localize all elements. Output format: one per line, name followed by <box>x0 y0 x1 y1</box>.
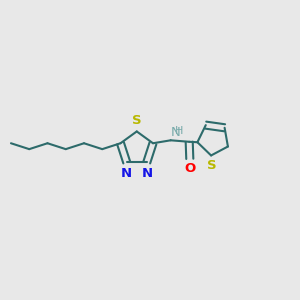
Text: S: S <box>208 159 217 172</box>
Text: N: N <box>120 167 131 180</box>
Text: N: N <box>171 126 181 140</box>
Text: S: S <box>132 114 142 127</box>
Text: H: H <box>175 126 183 136</box>
Text: O: O <box>184 162 195 176</box>
Text: N: N <box>142 167 153 180</box>
